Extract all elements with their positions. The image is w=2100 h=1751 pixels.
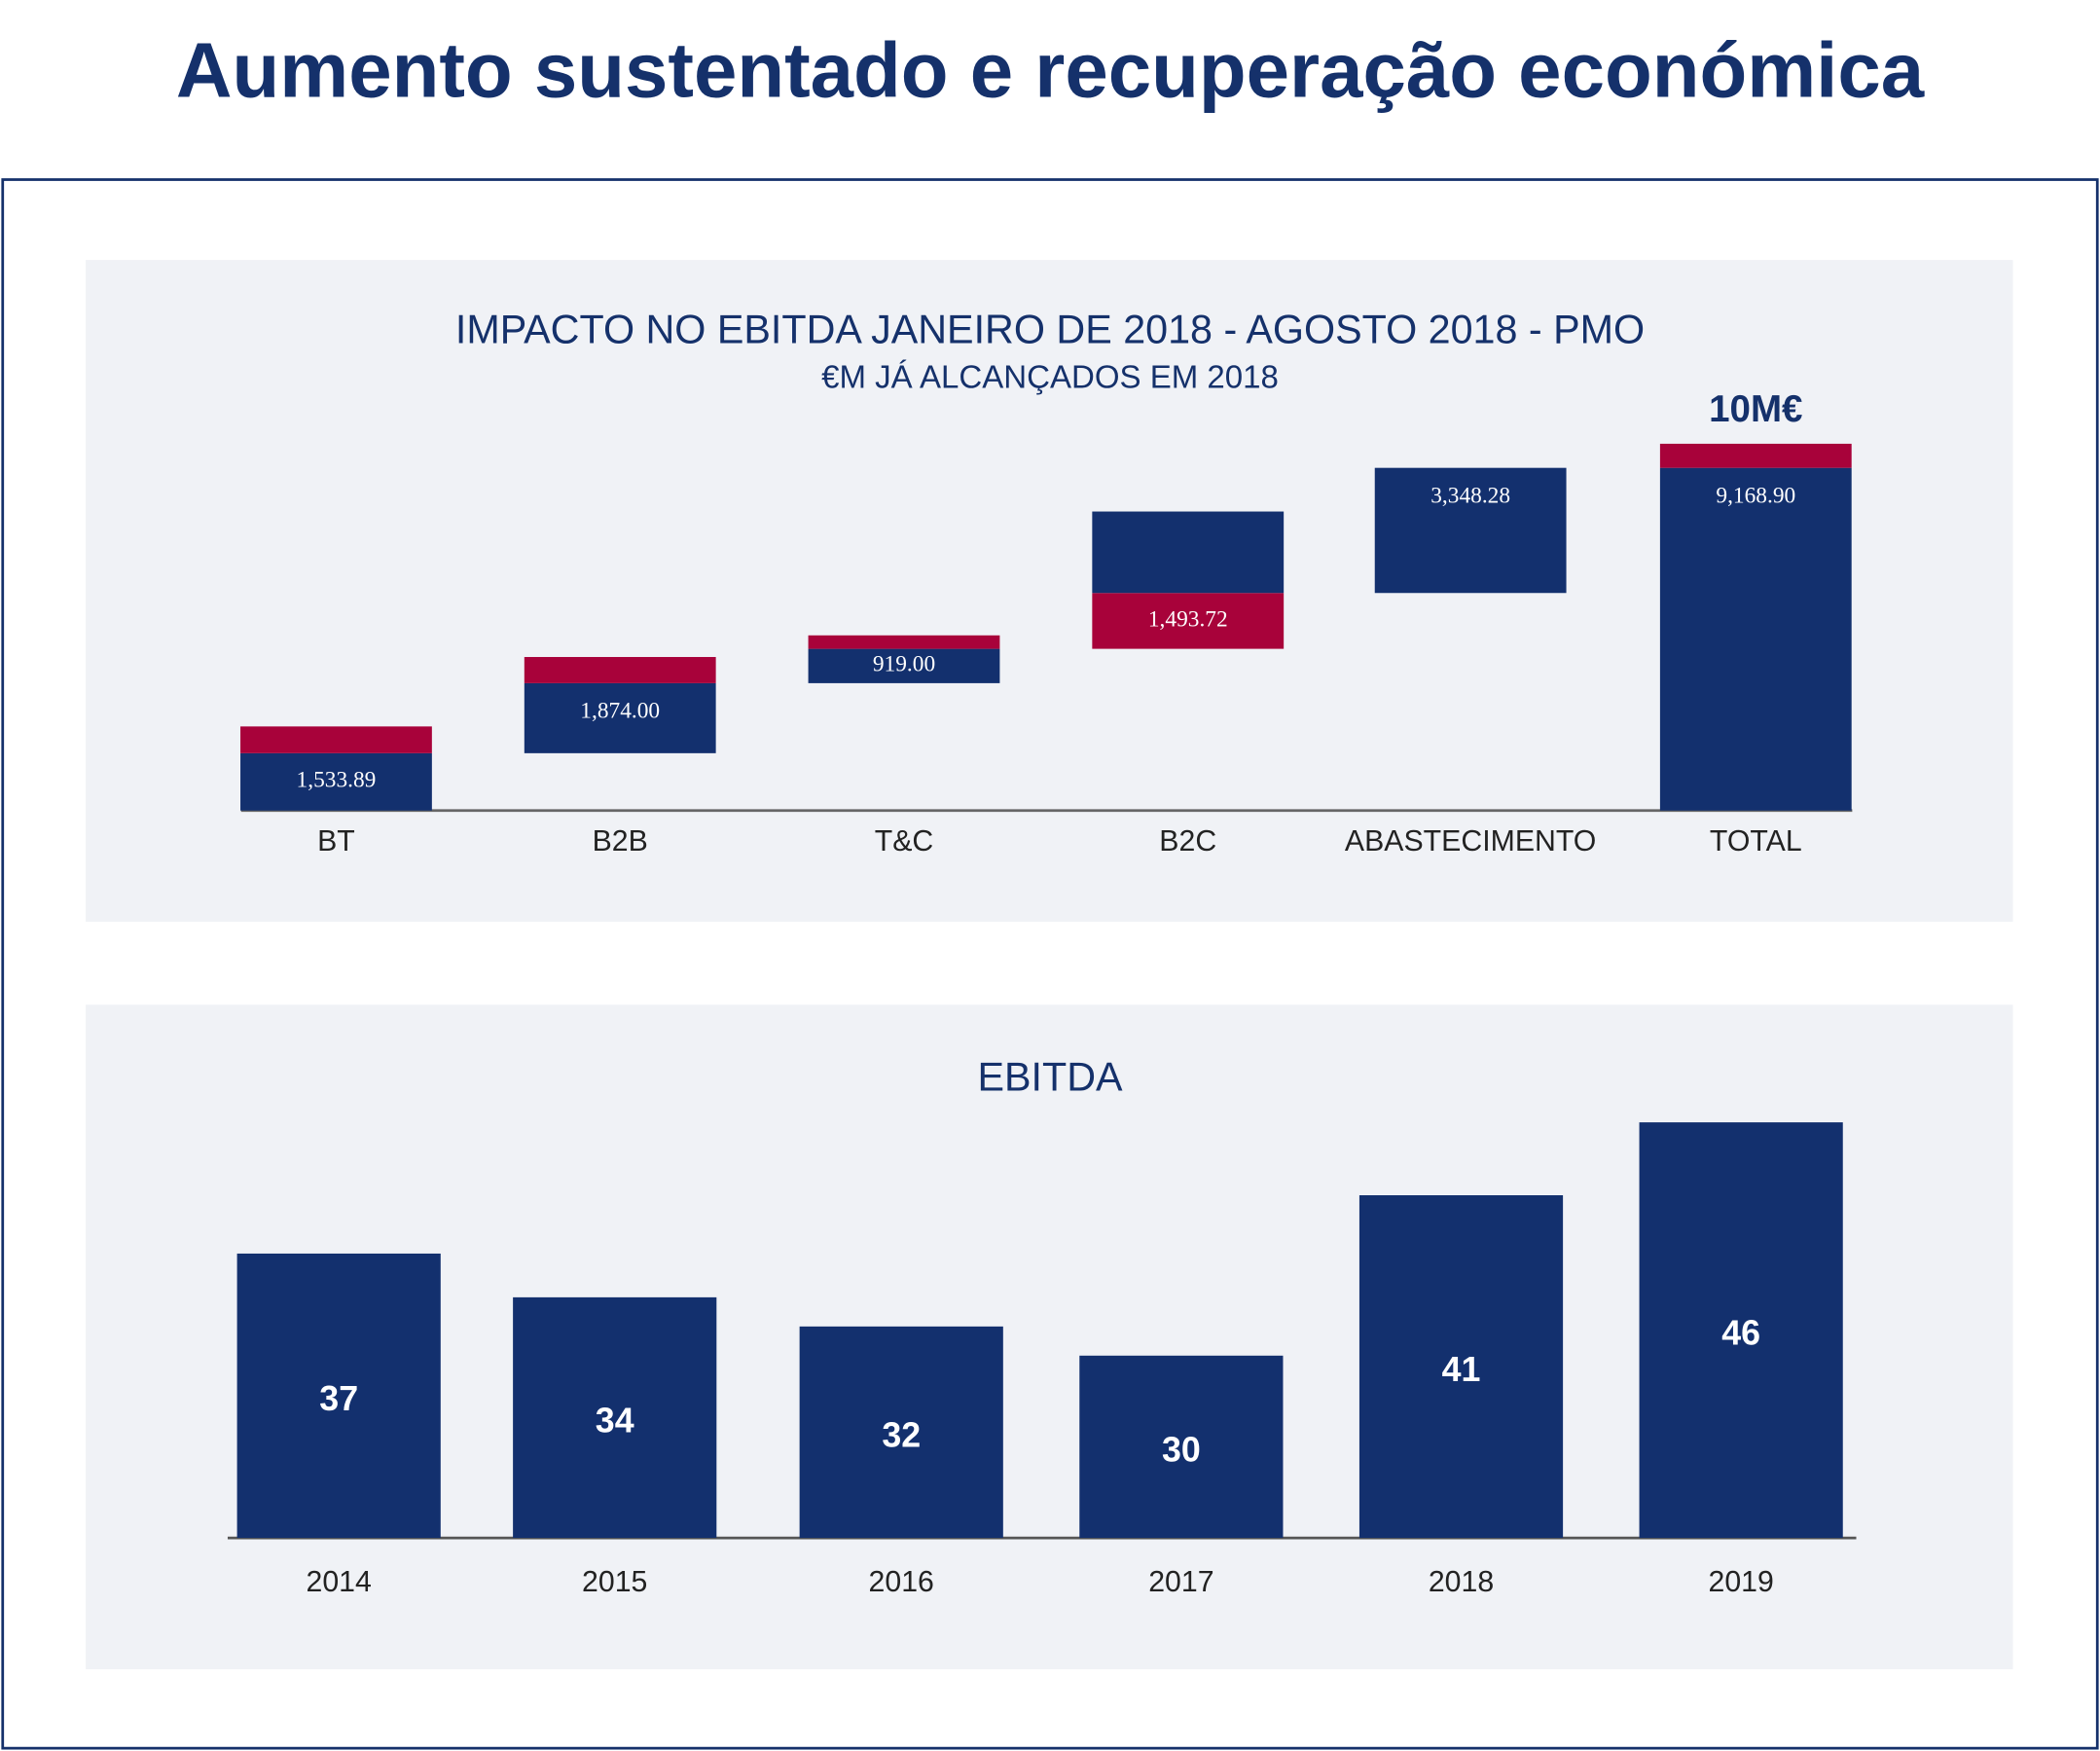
bar (236, 1253, 441, 1539)
value-label: 30 (1162, 1430, 1201, 1469)
value-label: 9,168.90 (1716, 483, 1795, 508)
bar (513, 1296, 717, 1539)
value-label: 37 (319, 1379, 358, 1418)
bar-segment (808, 635, 1000, 649)
value-label: 3,348.28 (1430, 483, 1510, 508)
x-tick-label: 2014 (307, 1566, 372, 1598)
bar-segment (240, 726, 432, 753)
value-label: 32 (882, 1415, 921, 1454)
value-label: 34 (596, 1401, 634, 1440)
x-tick-label: 2016 (869, 1566, 934, 1598)
value-label: 1,533.89 (297, 768, 377, 793)
value-label: 41 (1442, 1350, 1481, 1389)
bar-segment (524, 657, 716, 683)
x-tick-label: TOTAL (1710, 825, 1802, 857)
bar (1639, 1122, 1843, 1539)
x-tick-label: BT (317, 825, 355, 857)
bar (1079, 1355, 1284, 1539)
bar (799, 1326, 1003, 1539)
bar-segment (1659, 443, 1852, 468)
x-tick-label: B2B (593, 825, 648, 857)
page-title: Aumento sustentado e recuperação económi… (176, 27, 1925, 114)
x-tick-label: 2017 (1148, 1566, 1213, 1598)
value-label: 46 (1721, 1314, 1760, 1353)
chart-subtitle: €M JÁ ALCANÇADOS EM 2018 (821, 358, 1279, 394)
bar-segment (1659, 467, 1852, 811)
value-label: 1,493.72 (1148, 606, 1228, 632)
bar (1358, 1195, 1564, 1539)
value-label: 1,874.00 (580, 699, 660, 724)
bar-segment (524, 682, 716, 753)
bar-segment (1092, 511, 1285, 594)
chart-title: IMPACTO NO EBITDA JANEIRO DE 2018 - AGOS… (455, 307, 1645, 351)
bar-segment (808, 648, 1000, 683)
x-tick-label: ABASTECIMENTO (1345, 825, 1596, 857)
annotation: 10M€ (1709, 388, 1802, 430)
x-tick-label: 2018 (1429, 1566, 1494, 1598)
x-tick-label: 2015 (582, 1566, 647, 1598)
bar-segment (1374, 467, 1567, 594)
bar-segment (240, 752, 432, 811)
value-label: 919.00 (873, 652, 935, 677)
bar-segment (1092, 593, 1285, 649)
x-tick-label: 2019 (1708, 1566, 1773, 1598)
x-tick-label: T&C (875, 825, 934, 857)
chart-title: EBITDA (977, 1054, 1123, 1099)
x-tick-label: B2C (1159, 825, 1216, 857)
